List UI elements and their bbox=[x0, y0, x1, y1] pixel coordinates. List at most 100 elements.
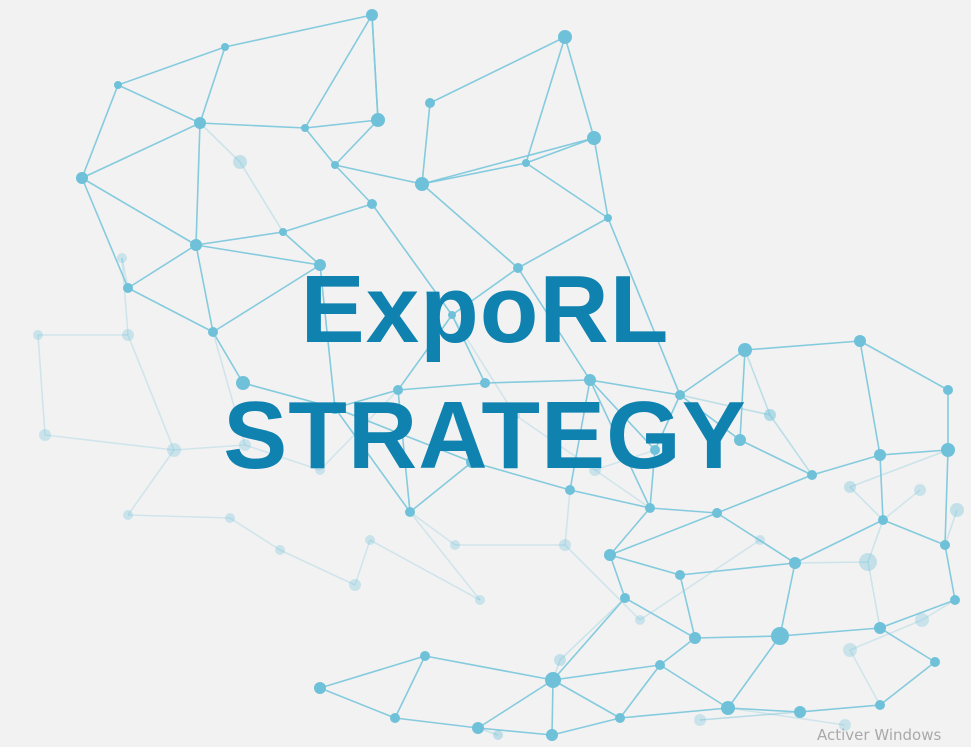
network-edge bbox=[593, 137, 609, 219]
network-edge bbox=[471, 461, 571, 491]
network-edge bbox=[552, 679, 621, 719]
network-edge bbox=[484, 379, 591, 384]
network-edge bbox=[429, 36, 566, 104]
network-edge bbox=[81, 177, 129, 289]
network-node bbox=[39, 429, 51, 441]
network-edge bbox=[334, 119, 379, 166]
network-edge bbox=[859, 340, 949, 391]
network-edge bbox=[121, 257, 129, 289]
network-node bbox=[450, 540, 460, 550]
network-node bbox=[480, 378, 490, 388]
network-node bbox=[615, 713, 625, 723]
network-edge bbox=[44, 434, 175, 451]
network-node bbox=[546, 729, 558, 741]
network-edge bbox=[811, 454, 881, 476]
network-edge bbox=[659, 637, 696, 666]
network-node bbox=[559, 539, 571, 551]
network-edge bbox=[195, 244, 214, 333]
network-edge bbox=[394, 717, 479, 729]
network-edge bbox=[679, 562, 796, 576]
network-edge bbox=[879, 627, 936, 663]
network-edge bbox=[944, 544, 956, 601]
network-node bbox=[554, 654, 566, 666]
network-edge bbox=[882, 489, 921, 521]
network-edge bbox=[127, 334, 175, 451]
network-edge bbox=[195, 122, 201, 246]
network-edge bbox=[127, 514, 231, 519]
network-edge bbox=[569, 379, 591, 491]
network-edge bbox=[304, 14, 373, 129]
network-node bbox=[225, 513, 235, 523]
network-edge bbox=[334, 389, 399, 409]
network-edge bbox=[304, 119, 379, 129]
network-node bbox=[675, 390, 685, 400]
network-edge bbox=[716, 512, 796, 564]
network-edge bbox=[589, 379, 651, 509]
network-edge bbox=[525, 137, 595, 164]
network-node bbox=[314, 259, 326, 271]
network-edge bbox=[282, 231, 321, 266]
network-node bbox=[239, 439, 251, 451]
network-edge bbox=[397, 314, 453, 391]
network-node bbox=[510, 410, 520, 420]
network-node bbox=[650, 445, 660, 455]
network-edge bbox=[319, 687, 396, 719]
network-edge bbox=[619, 707, 729, 719]
network-edge bbox=[607, 217, 681, 396]
network-edge bbox=[81, 122, 201, 179]
network-node bbox=[930, 657, 940, 667]
network-node bbox=[764, 409, 776, 421]
network-edge bbox=[354, 539, 371, 586]
network-edge bbox=[882, 519, 946, 546]
network-edge bbox=[879, 661, 936, 706]
network-edge bbox=[589, 379, 656, 451]
network-node bbox=[420, 651, 430, 661]
network-edge bbox=[921, 599, 956, 621]
network-edge bbox=[37, 334, 46, 436]
network-edge bbox=[716, 474, 813, 514]
network-edge bbox=[117, 46, 226, 86]
network-edge bbox=[867, 519, 884, 563]
network-edge bbox=[552, 597, 626, 681]
network-edge bbox=[224, 14, 373, 48]
network-edge bbox=[794, 519, 884, 564]
network-edge bbox=[451, 267, 519, 316]
network-node bbox=[208, 327, 218, 337]
network-edge bbox=[421, 137, 595, 185]
network-edge bbox=[199, 122, 241, 163]
network-node bbox=[645, 503, 655, 513]
network-node bbox=[604, 214, 612, 222]
network-node bbox=[943, 385, 953, 395]
network-node bbox=[314, 682, 326, 694]
network-node bbox=[425, 98, 435, 108]
network-edge bbox=[81, 84, 119, 179]
network-edge bbox=[212, 331, 246, 446]
network-edge bbox=[195, 231, 284, 246]
network-edge bbox=[649, 449, 656, 509]
network-edge bbox=[944, 449, 949, 546]
network-node bbox=[771, 627, 789, 645]
network-edge bbox=[867, 561, 881, 629]
network-edge bbox=[879, 449, 949, 456]
network-edge bbox=[319, 655, 426, 689]
network-edge bbox=[173, 444, 246, 451]
network-node bbox=[915, 613, 929, 627]
network-node bbox=[393, 385, 403, 395]
network-edge bbox=[525, 36, 566, 164]
network-edge bbox=[517, 267, 591, 381]
network-edge bbox=[334, 407, 411, 513]
network-node bbox=[349, 579, 361, 591]
network-node bbox=[167, 443, 181, 457]
network-node bbox=[584, 374, 596, 386]
network-edge bbox=[239, 161, 284, 233]
network-edge bbox=[699, 704, 881, 721]
network-edge bbox=[619, 664, 661, 719]
network-node bbox=[587, 131, 601, 145]
network-edge bbox=[127, 287, 214, 333]
network-edge bbox=[849, 486, 884, 521]
network-edge bbox=[564, 36, 595, 139]
network-edge bbox=[451, 314, 516, 416]
network-node bbox=[843, 643, 857, 657]
network-edge bbox=[799, 704, 881, 713]
network-node bbox=[878, 515, 888, 525]
